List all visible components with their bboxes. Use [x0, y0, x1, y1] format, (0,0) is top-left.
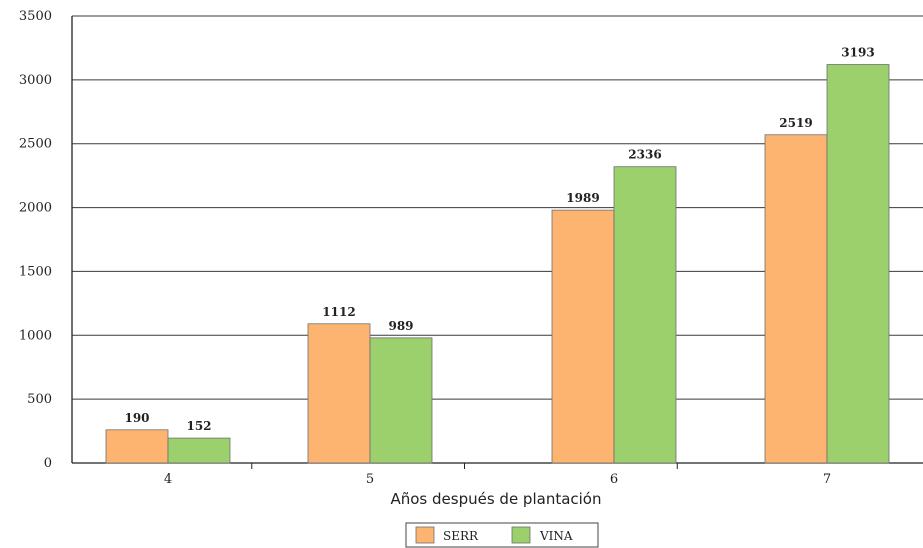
- bar-vina: [613, 166, 677, 464]
- legend-box: [405, 522, 599, 548]
- bar-vina: [826, 64, 890, 464]
- data-label: 1112: [322, 305, 355, 319]
- legend-label-serr: SERR: [443, 529, 479, 543]
- legend-swatch-vina: [511, 526, 531, 544]
- y-tick-label: 2500: [19, 137, 52, 152]
- y-tick-label: 2000: [19, 201, 52, 216]
- tick-labels: 0 500 1000 1500 2000 2500 3000 3500 4 5 6 7: [19, 9, 831, 487]
- grid-lines: [72, 15, 923, 400]
- y-tick-label: 1500: [19, 264, 52, 279]
- y-tick-label: 0: [44, 456, 52, 471]
- data-label: 152: [186, 419, 211, 433]
- bar-serr: [764, 134, 828, 464]
- x-axis-title: Años después de plantación: [390, 490, 601, 508]
- bar-serr: [551, 209, 615, 464]
- legend-label-vina: VINA: [539, 529, 573, 543]
- legend-swatch-serr: [415, 526, 435, 544]
- data-label: 2336: [628, 148, 661, 162]
- data-labels: 190 1112 1989 2519 152 989 2336 3193: [124, 46, 874, 434]
- bar-vina: [369, 337, 433, 464]
- data-label: 989: [388, 319, 413, 333]
- data-label: 3193: [841, 46, 874, 60]
- x-tick-label: 6: [610, 472, 618, 487]
- x-tick-label: 7: [823, 472, 831, 487]
- legend: SERR VINA: [405, 522, 599, 548]
- y-tick-label: 3500: [19, 9, 52, 24]
- data-label: 1989: [566, 191, 599, 205]
- x-tick-label: 5: [366, 472, 374, 487]
- data-label: 2519: [779, 116, 812, 130]
- bar-serr: [105, 429, 169, 464]
- data-label: 190: [124, 411, 149, 425]
- y-tick-label: 1000: [19, 328, 52, 343]
- x-tick-label: 4: [164, 472, 172, 487]
- y-tick-label: 500: [27, 392, 52, 407]
- y-tick-label: 3000: [19, 73, 52, 88]
- bar-serr: [307, 323, 371, 464]
- bars: [105, 64, 890, 464]
- bar-vina: [167, 437, 231, 464]
